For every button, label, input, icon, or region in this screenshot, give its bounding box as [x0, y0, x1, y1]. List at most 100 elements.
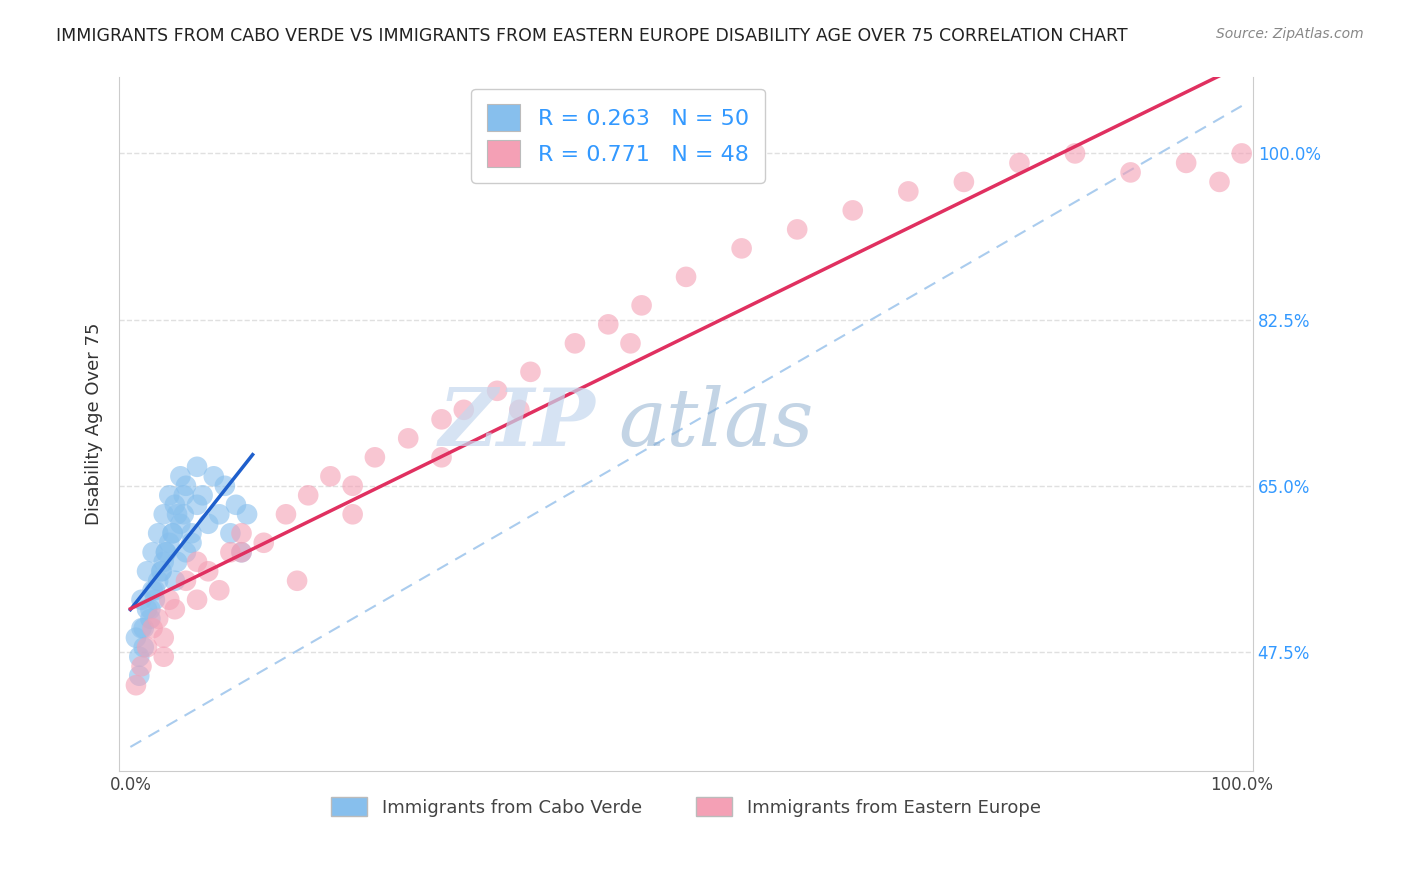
Point [186, 555, 208, 569]
Point [152, 555, 174, 569]
Point [163, 574, 186, 588]
Point [169, 469, 191, 483]
Point [186, 592, 208, 607]
Point [897, 185, 920, 199]
Point [169, 516, 191, 531]
Y-axis label: Disability Age Over 75: Disability Age Over 75 [86, 323, 103, 525]
Point [139, 612, 162, 626]
Point [1175, 156, 1198, 170]
Point [508, 402, 530, 417]
Point [146, 526, 169, 541]
Point [174, 545, 197, 559]
Point [143, 583, 166, 598]
Point [319, 469, 342, 483]
Point [162, 526, 184, 541]
Point [128, 669, 150, 683]
Point [131, 621, 153, 635]
Point [285, 574, 308, 588]
Point [564, 336, 586, 351]
Point [157, 488, 180, 502]
Point [174, 479, 197, 493]
Point [253, 535, 276, 549]
Point [842, 203, 865, 218]
Point [173, 488, 195, 502]
Point [1230, 146, 1253, 161]
Text: IMMIGRANTS FROM CABO VERDE VS IMMIGRANTS FROM EASTERN EUROPE DISABILITY AGE OVER: IMMIGRANTS FROM CABO VERDE VS IMMIGRANTS… [56, 27, 1128, 45]
Point [1208, 175, 1230, 189]
Point [180, 526, 202, 541]
Point [519, 365, 541, 379]
Point [142, 621, 165, 635]
Point [132, 640, 155, 655]
Point [231, 545, 253, 559]
Point [162, 526, 184, 541]
Point [297, 488, 319, 502]
Point [274, 508, 297, 522]
Point [152, 631, 174, 645]
Legend: Immigrants from Cabo Verde, Immigrants from Eastern Europe: Immigrants from Cabo Verde, Immigrants f… [325, 790, 1047, 824]
Point [675, 269, 697, 284]
Point [1008, 156, 1031, 170]
Point [486, 384, 509, 398]
Point [396, 431, 419, 445]
Point [219, 545, 242, 559]
Point [150, 564, 173, 578]
Text: atlas: atlas [619, 385, 814, 463]
Point [197, 516, 219, 531]
Point [173, 508, 195, 522]
Point [186, 498, 208, 512]
Point [180, 535, 202, 549]
Point [125, 631, 148, 645]
Point [152, 508, 174, 522]
Point [342, 508, 364, 522]
Point [152, 649, 174, 664]
Point [197, 564, 219, 578]
Point [191, 488, 214, 502]
Point [166, 508, 188, 522]
Point [155, 545, 177, 559]
Point [598, 318, 620, 332]
Point [202, 469, 225, 483]
Point [163, 498, 186, 512]
Point [953, 175, 976, 189]
Text: ZIP: ZIP [439, 385, 595, 463]
Point [131, 592, 153, 607]
Point [157, 535, 180, 549]
Point [132, 621, 155, 635]
Point [208, 508, 231, 522]
Point [236, 508, 259, 522]
Point [128, 649, 150, 664]
Point [225, 498, 247, 512]
Point [453, 402, 475, 417]
Point [1119, 165, 1142, 179]
Point [139, 602, 162, 616]
Point [430, 450, 453, 465]
Point [146, 574, 169, 588]
Point [155, 545, 177, 559]
Point [174, 574, 197, 588]
Point [136, 602, 159, 616]
Point [146, 612, 169, 626]
Point [136, 564, 159, 578]
Point [219, 526, 242, 541]
Point [157, 592, 180, 607]
Point [730, 241, 752, 255]
Point [364, 450, 387, 465]
Point [1064, 146, 1087, 161]
Point [142, 583, 165, 598]
Point [143, 592, 166, 607]
Point [214, 479, 236, 493]
Point [131, 659, 153, 673]
Point [630, 298, 652, 312]
Point [619, 336, 641, 351]
Point [166, 555, 188, 569]
Point [163, 602, 186, 616]
Point [430, 412, 453, 426]
Point [231, 526, 253, 541]
Point [125, 678, 148, 692]
Point [342, 479, 364, 493]
Point [186, 459, 208, 474]
Point [142, 545, 165, 559]
Point [208, 583, 231, 598]
Point [136, 640, 159, 655]
